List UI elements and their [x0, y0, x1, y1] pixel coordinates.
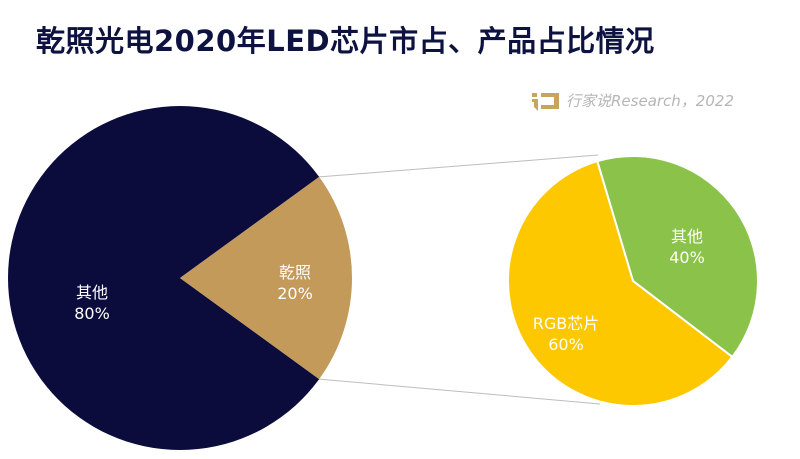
- main-other-label: 其他: [76, 283, 108, 302]
- main-slice-other: [7, 105, 320, 451]
- secondary-other-value-label: 40%: [669, 248, 705, 267]
- secondary-rgb-label: RGB芯片: [533, 314, 600, 333]
- source-text: 行家说Research，2022: [566, 92, 734, 110]
- main-slice-qianzhao: [180, 176, 352, 380]
- secondary-other-label: 其他: [671, 227, 703, 246]
- secondary-slice-1: [507, 159, 734, 407]
- secondary-slice-0: [596, 155, 759, 359]
- main-other-value-label: 80%: [74, 304, 110, 323]
- brand-logo-icon: [532, 92, 559, 111]
- chart-title: 乾照光电2020年LED芯片市占、产品占比情况: [36, 24, 655, 58]
- main-qianzhao-value-label: 20%: [277, 284, 313, 303]
- connector-line-bottom: [319, 378, 601, 405]
- secondary-rgb-value-label: 60%: [548, 335, 584, 354]
- source-credit: 行家说Research，2022: [532, 90, 734, 111]
- connector-line-top: [319, 154, 599, 178]
- main-qianzhao-label: 乾照: [279, 263, 311, 282]
